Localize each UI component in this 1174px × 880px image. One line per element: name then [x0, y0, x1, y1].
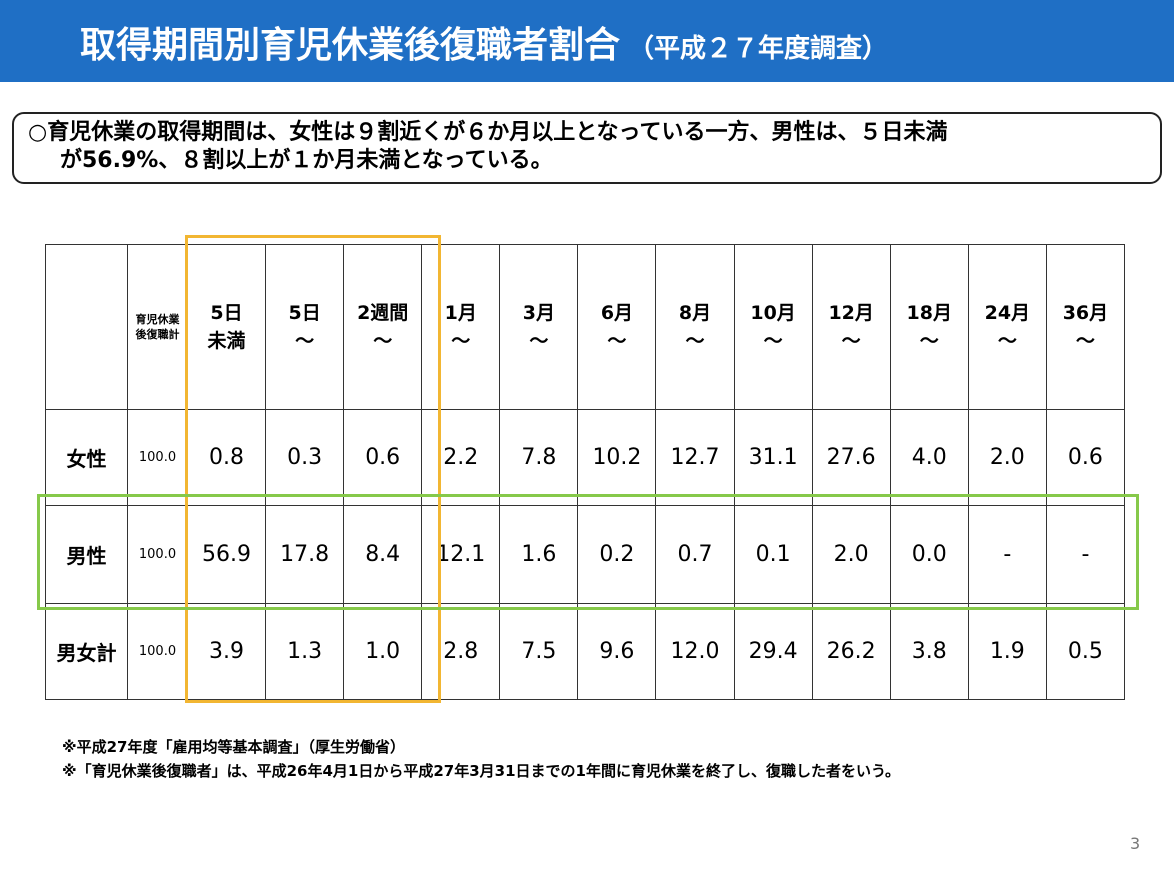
cell: 9.6	[577, 603, 657, 700]
cell: 27.6	[811, 409, 891, 506]
header-line: 8月	[678, 302, 712, 324]
title-wrap: 取得期間別育児休業後復職者割合 （平成２７年度調査）	[80, 16, 888, 68]
header-cell: 8月〜	[655, 244, 735, 410]
header-cell: 1月〜	[421, 244, 501, 410]
cell: 100.0	[127, 409, 188, 506]
subtitle: （平成２７年度調査）	[628, 34, 889, 64]
header-cell: 18月〜	[889, 244, 969, 410]
header-line: 18月	[906, 302, 952, 324]
cell: 7.8	[499, 409, 579, 506]
header-line: 24月	[984, 302, 1031, 324]
header-cell: 36月〜	[1045, 244, 1126, 410]
cell: 7.5	[499, 603, 579, 700]
header-line: 〜	[997, 330, 1017, 352]
summary-line: が56.9%、８割以上が１か月未満となっている。	[60, 148, 553, 173]
cell: 17.8	[265, 505, 345, 604]
header-cell: 5日〜	[265, 244, 345, 410]
cell: -	[967, 505, 1047, 604]
cell: 2.0	[811, 505, 891, 604]
highlight-box	[185, 235, 441, 703]
data-row: 男性 100.0 56.9 17.8 8.4 12.1 1.6 0.2 0.7 0.1 2.0 0.0…	[45, 505, 1126, 604]
header-line: 10月	[750, 302, 796, 324]
highlight-box	[37, 494, 1139, 610]
cell: 0.6	[1045, 409, 1126, 506]
footnote: ※平成27年度「雇用均等基本調査」（厚生労働省）	[62, 738, 405, 756]
cell: 男性	[45, 505, 128, 604]
header-line: 〜	[1075, 330, 1095, 352]
data-row: 男女計 100.0 3.9 1.3 1.0 2.8 7.5 9.6 12.0 29.4 26.2 3.…	[45, 603, 1126, 700]
data-row: 女性 100.0 0.8 0.3 0.6 2.2 7.8 10.2 12.7 31.1 27.6 4.…	[45, 409, 1126, 506]
cell: 26.2	[811, 603, 891, 700]
summary-line: ○育児休業の取得期間は、女性は９割近くが６か月以上となっている一方、男性は、５日…	[28, 120, 948, 145]
cell: 12.7	[655, 409, 735, 506]
header-line: 〜	[841, 330, 861, 352]
title: 取得期間別育児休業後復職者割合	[80, 25, 621, 66]
header-line: 5日	[210, 302, 243, 324]
header-line: 3月	[522, 302, 555, 324]
page-number: 3	[1130, 834, 1141, 853]
header-line: 〜	[529, 330, 549, 352]
cell: 1.9	[967, 603, 1047, 700]
header-cell: 24月〜	[967, 244, 1047, 410]
header-line: 6月	[600, 302, 634, 324]
header-cell: 6月〜	[577, 244, 657, 410]
cell: 0.0	[889, 505, 969, 604]
header-line: 〜	[373, 330, 393, 352]
header-cell	[45, 244, 128, 410]
header-line: 〜	[451, 330, 471, 352]
footnote: ※「育児休業後復職者」は、平成26年4月1日から平成27年3月31日までの1年間…	[62, 762, 901, 780]
header-line: 12月	[828, 302, 874, 324]
cell: 29.4	[733, 603, 813, 700]
cell: 31.1	[733, 409, 813, 506]
cell: 0.3	[265, 409, 345, 506]
cell: 56.9	[186, 505, 267, 604]
cell: 4.0	[889, 409, 969, 506]
header-line: 〜	[685, 330, 705, 352]
cell: 女性	[45, 409, 128, 506]
cell: -	[1045, 505, 1126, 604]
cell: 0.8	[186, 409, 267, 506]
header-cell: 12月〜	[811, 244, 891, 410]
header-line: 1月	[444, 302, 477, 324]
cell: 0.1	[733, 505, 813, 604]
cell: 男女計	[45, 603, 128, 700]
header-line: 36月	[1062, 302, 1109, 324]
cell: 2.0	[967, 409, 1047, 506]
header-line: 2週間	[357, 302, 409, 324]
header-cell: 10月〜	[733, 244, 813, 410]
data-table: 育児休業後復職計 5日 未満 5日〜 2週間〜 1月〜 3月〜 6月〜 8月〜 10月〜 12月〜 1…	[45, 244, 1126, 700]
cell: 1.6	[499, 505, 579, 604]
header-row: 育児休業後復職計 5日 未満 5日〜 2週間〜 1月〜 3月〜 6月〜 8月〜 10月〜 12月〜 1…	[45, 244, 1126, 410]
cell: 0.5	[1045, 603, 1126, 700]
title-bar: 取得期間別育児休業後復職者割合 （平成２７年度調査）	[0, 0, 1174, 82]
header-cell: 2週間〜	[343, 244, 423, 410]
header-line: 〜	[763, 330, 783, 352]
cell: 2.2	[421, 409, 501, 506]
cell: 3.8	[889, 603, 969, 700]
cell: 3.9	[186, 603, 267, 700]
summary-box: ○育児休業の取得期間は、女性は９割近くが６か月以上となっている一方、男性は、５日…	[12, 112, 1162, 184]
cell: 2.8	[421, 603, 501, 700]
cell: 12.0	[655, 603, 735, 700]
header-line: 未満	[207, 330, 246, 352]
header-line: 育児休業後復職計	[135, 313, 180, 341]
header-cell: 3月〜	[499, 244, 579, 410]
header-line: 5日	[288, 302, 321, 324]
cell: 100.0	[127, 603, 188, 700]
header-line: 〜	[919, 330, 939, 352]
cell: 12.1	[421, 505, 501, 604]
cell: 0.7	[655, 505, 735, 604]
header-line: 〜	[607, 330, 627, 352]
header-line: 〜	[295, 330, 315, 352]
cell: 10.2	[577, 409, 657, 506]
cell: 1.0	[343, 603, 423, 700]
header-cell: 育児休業後復職計	[127, 244, 188, 410]
